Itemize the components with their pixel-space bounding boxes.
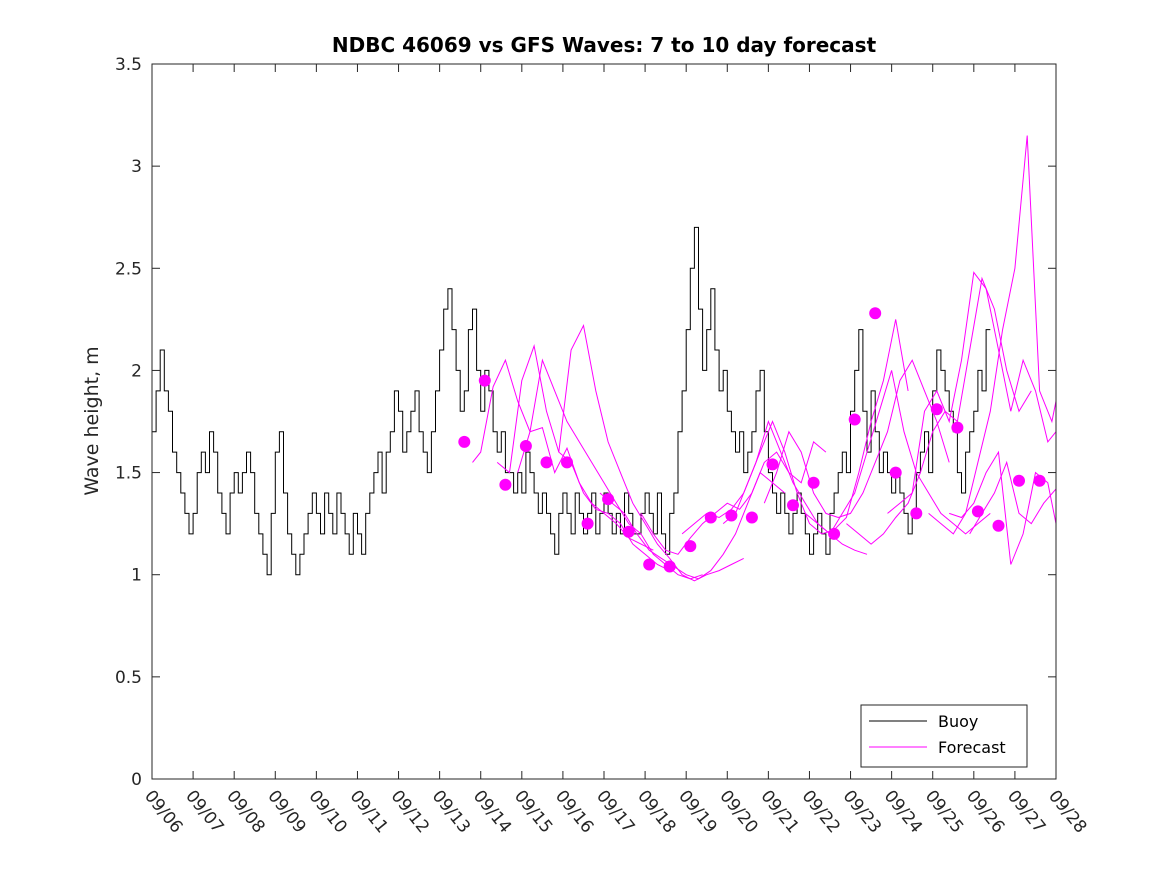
forecast-line [558, 323, 744, 582]
forecast-line [472, 358, 654, 551]
forecast-marker [828, 527, 841, 540]
y-tick-label: 3 [131, 157, 142, 177]
forecast-marker [889, 466, 902, 479]
forecast-marker [725, 509, 738, 522]
forecast-marker [930, 403, 943, 416]
forecast-line [496, 343, 670, 572]
forecast-marker [622, 525, 635, 538]
forecast-line [763, 359, 950, 519]
plot-area [152, 64, 1056, 779]
forecast-marker [519, 440, 532, 452]
forecast-marker [1033, 474, 1046, 487]
y-tick-label: 0.5 [115, 668, 142, 688]
forecast-marker [684, 540, 697, 553]
forecast-markers [458, 307, 1046, 573]
forecast-line [722, 319, 909, 535]
forecast-marker [787, 499, 799, 512]
legend-buoy-label: Buoy [938, 712, 978, 731]
legend-box [860, 704, 1028, 768]
buoy-series [152, 226, 991, 576]
forecast-marker [848, 413, 861, 426]
forecast-marker [869, 307, 882, 320]
y-tick-label: 1 [131, 566, 142, 586]
forecast-marker [992, 519, 1005, 532]
forecast-line [969, 460, 1057, 535]
forecast-marker [499, 478, 512, 491]
forecast-marker [561, 456, 573, 469]
forecast-marker [540, 456, 553, 469]
forecast-marker [951, 421, 964, 434]
forecast-marker [602, 493, 615, 506]
forecast-marker [910, 507, 923, 520]
y-tick-label: 2 [131, 361, 142, 381]
forecast-marker [643, 558, 656, 571]
forecast-line [887, 271, 1057, 514]
forecast-marker [971, 505, 984, 518]
forecast-marker [807, 476, 820, 489]
buoy-line [152, 226, 991, 576]
y-axis-label: Wave height, m [81, 346, 103, 495]
y-tick-label: 2.5 [115, 259, 142, 279]
forecast-marker [581, 517, 594, 530]
forecast-marker [1013, 474, 1025, 487]
forecast-marker [478, 374, 491, 387]
forecast-marker [745, 511, 758, 524]
forecast-line [804, 370, 991, 535]
y-tick-label: 0 [131, 770, 142, 790]
y-tick-label: 1.5 [115, 464, 142, 484]
forecast-marker [704, 511, 717, 524]
forecast-line [846, 276, 1032, 545]
legend-forecast-label: Forecast [938, 738, 1006, 757]
legend: Buoy Forecast [860, 704, 1028, 768]
y-axis: 0 0.5 1 1.5 2 2.5 3 3.5 [115, 55, 1056, 790]
y-tick-label: 3.5 [115, 55, 142, 75]
chart-title: NDBC 46069 vs GFS Waves: 7 to 10 day for… [332, 33, 877, 57]
forecast-line [928, 135, 1057, 535]
forecast-marker [766, 458, 779, 471]
forecast-marker [663, 560, 676, 573]
forecast-marker [458, 435, 471, 448]
